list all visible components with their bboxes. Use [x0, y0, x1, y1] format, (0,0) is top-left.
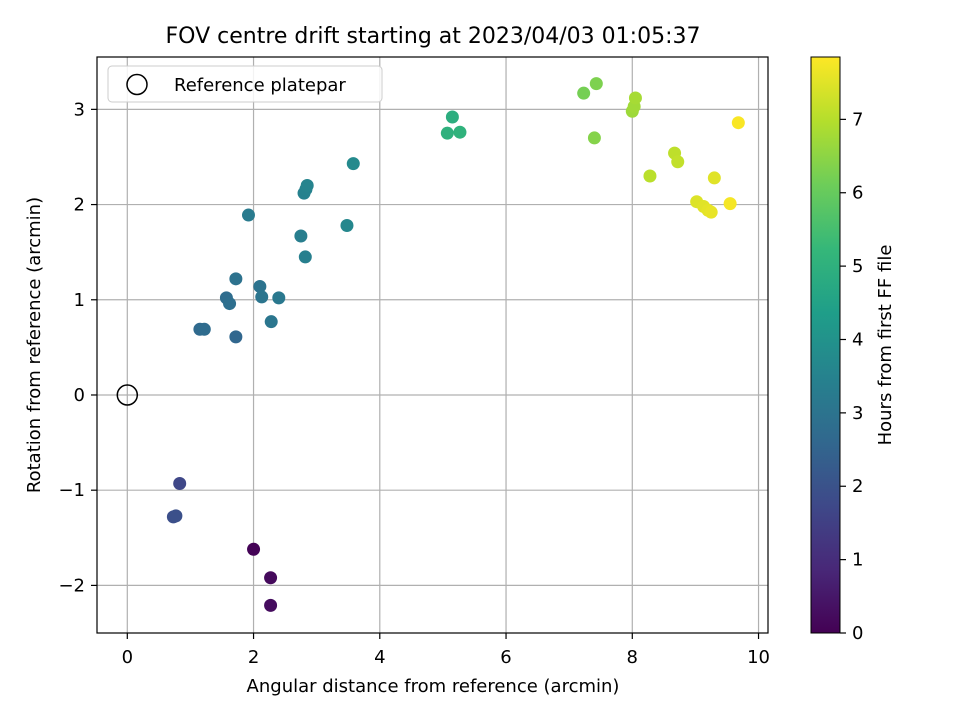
- x-tick-label: 2: [248, 647, 259, 668]
- data-point: [298, 250, 312, 264]
- data-point: [264, 315, 278, 329]
- data-point: [253, 279, 267, 293]
- data-point: [346, 157, 360, 171]
- data-point: [197, 322, 211, 336]
- colorbar-gradient: [810, 56, 841, 634]
- data-point: [453, 125, 467, 139]
- data-point: [577, 86, 591, 100]
- y-tick-label: 1: [74, 290, 85, 311]
- data-point: [264, 571, 278, 585]
- y-tick-label: −1: [58, 480, 85, 501]
- data-point: [643, 169, 657, 183]
- data-point: [731, 116, 745, 130]
- data-point: [264, 598, 278, 612]
- y-tick-label: 0: [74, 385, 85, 406]
- plot-background: [97, 57, 768, 633]
- legend-marker-reference: [126, 73, 148, 96]
- colorbar-tick-label: 6: [852, 183, 863, 204]
- data-point: [294, 229, 308, 243]
- y-axis-label: Rotation from reference (arcmin): [24, 197, 45, 493]
- data-point: [229, 272, 243, 286]
- colorbar-tick-label: 7: [852, 109, 863, 130]
- data-point: [340, 219, 354, 233]
- data-point: [628, 91, 642, 105]
- data-point: [169, 509, 183, 523]
- data-point: [440, 126, 454, 140]
- y-tick-label: 3: [74, 99, 85, 120]
- colorbar-tick-label: 4: [852, 329, 863, 350]
- colorbar-ticks: 0 1 2 3 4 5 6 7: [840, 109, 863, 644]
- x-axis-ticks: 0 2 4 6 8 10: [122, 633, 770, 668]
- x-tick-label: 4: [374, 647, 385, 668]
- colorbar-tick-label: 0: [852, 623, 863, 644]
- plot-border: [96, 56, 769, 634]
- y-axis-ticks: −2 −1 0 1 2 3: [58, 99, 97, 596]
- colorbar-tick-label: 2: [852, 476, 863, 497]
- x-tick-label: 10: [747, 647, 770, 668]
- colorbar-tick-label: 5: [852, 256, 863, 277]
- data-points: [116, 77, 745, 612]
- chart-title: FOV centre drift starting at 2023/04/03 …: [166, 24, 701, 49]
- y-tick-label: −2: [58, 575, 85, 596]
- data-point: [241, 208, 255, 222]
- x-tick-label: 0: [122, 647, 133, 668]
- legend-box: [107, 65, 383, 103]
- data-point: [300, 179, 314, 193]
- data-point: [704, 205, 718, 219]
- plot-area: 0 2 4 6 8 10 −2 −1 0 1 2 3: [58, 56, 770, 668]
- grid-lines: [97, 57, 768, 633]
- data-point: [247, 542, 261, 556]
- colorbar-label: Hours from first FF file: [875, 245, 896, 446]
- legend: Reference platepar: [107, 65, 383, 103]
- x-axis-label: Angular distance from reference (arcmin): [247, 676, 620, 697]
- legend-label-reference: Reference platepar: [174, 75, 346, 96]
- data-point: [707, 171, 721, 185]
- data-point: [587, 131, 601, 145]
- colorbar-tick-label: 1: [852, 550, 863, 571]
- colorbar: 0 1 2 3 4 5 6 7 Hours from first FF file: [810, 56, 896, 644]
- data-point: [255, 290, 269, 304]
- data-point: [229, 330, 243, 344]
- data-point: [589, 77, 603, 91]
- data-point: [671, 155, 685, 169]
- data-point: [173, 477, 187, 491]
- data-point: [223, 297, 237, 311]
- data-point: [723, 197, 737, 211]
- x-tick-label: 8: [627, 647, 638, 668]
- colorbar-tick-label: 3: [852, 403, 863, 424]
- data-point: [445, 110, 459, 124]
- data-point: [272, 291, 286, 305]
- reference-point-marker: [116, 384, 139, 406]
- x-tick-label: 6: [500, 647, 511, 668]
- y-tick-label: 2: [74, 195, 85, 216]
